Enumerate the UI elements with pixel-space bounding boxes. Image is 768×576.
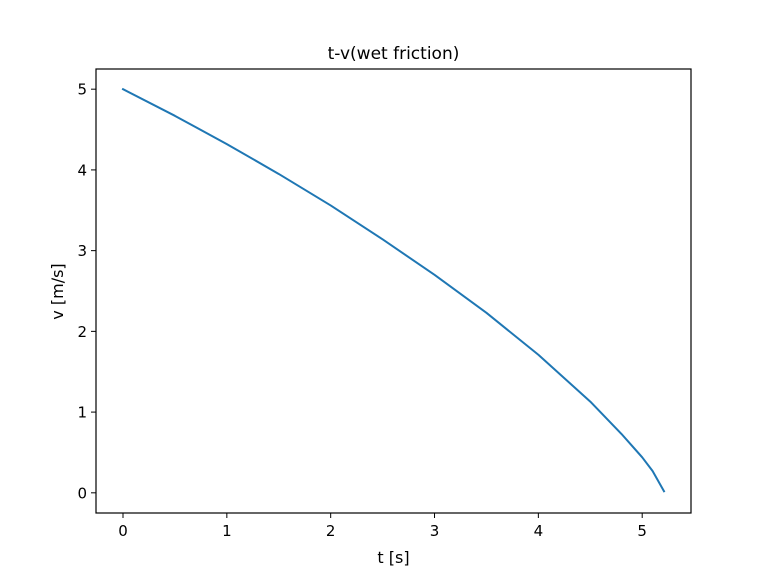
axes-frame: [95, 68, 692, 514]
x-tick-label: 2: [326, 522, 336, 540]
x-tick-label: 0: [118, 522, 128, 540]
y-tick-label: 2: [77, 323, 87, 341]
x-axis-label: t [s]: [377, 548, 409, 567]
y-tick-label: 4: [77, 161, 87, 179]
x-tick-label: 4: [534, 522, 544, 540]
y-tick-label: 5: [77, 81, 87, 99]
y-axis-label: v [m/s]: [48, 263, 67, 319]
series-line-0: [121, 87, 666, 493]
plot-area: 0 1 2 3 4 5 0 1 2 3 4 5: [77, 68, 692, 540]
x-tick-label: 3: [430, 522, 440, 540]
y-tick-label: 0: [77, 484, 87, 502]
y-tick-label: 3: [77, 242, 87, 260]
y-tick-label: 1: [77, 404, 87, 422]
x-tick-label: 5: [637, 522, 647, 540]
chart-title: t-v(wet friction): [328, 44, 460, 64]
x-tick-label: 1: [222, 522, 232, 540]
